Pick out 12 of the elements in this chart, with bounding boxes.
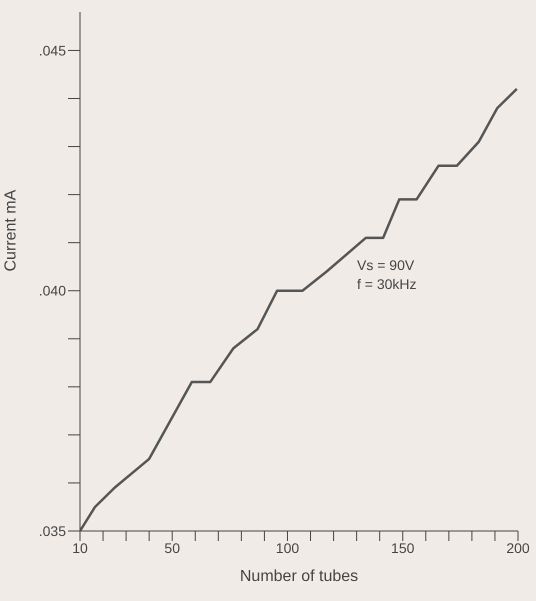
y-tick-label: .045 (38, 42, 66, 58)
annotation: Vs = 90V (357, 256, 416, 275)
x-tick-label: 100 (276, 540, 300, 556)
annotation: f = 30kHz (357, 275, 417, 294)
x-axis-title: Number of tubes (240, 568, 358, 585)
x-tick-label: 50 (164, 540, 180, 556)
x-tick-label: 150 (391, 540, 415, 556)
y-axis-title: Current mA (2, 189, 20, 272)
y-tick-label: .040 (38, 282, 66, 299)
x-tick-label: 200 (506, 540, 530, 556)
x-tick-label: 10 (72, 540, 88, 556)
y-tick-label: .035 (38, 522, 66, 539)
